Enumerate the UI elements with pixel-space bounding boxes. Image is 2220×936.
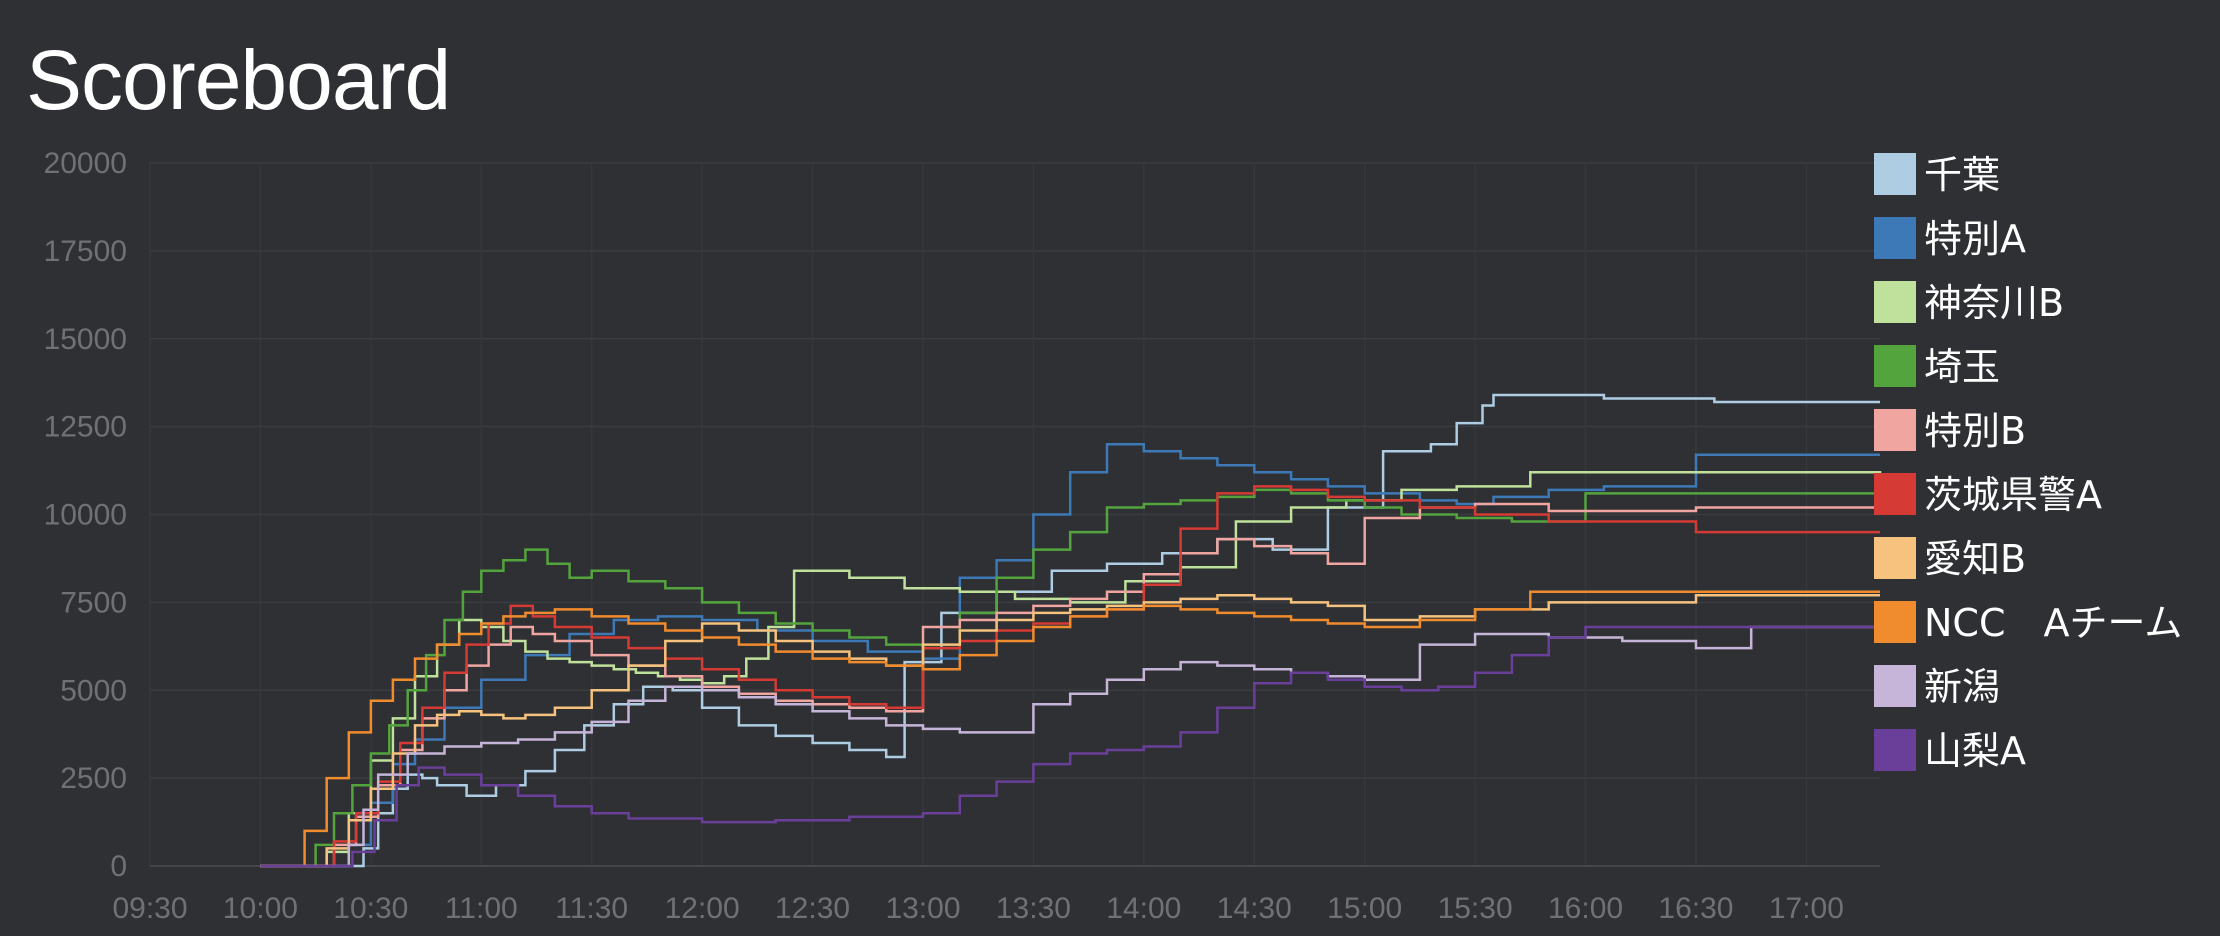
legend-label: 特別A xyxy=(1924,217,2026,261)
chart-axes: 0 2500 5000 7500 10000 12500 15000 17500 20000 09… xyxy=(44,147,1880,925)
x-tick-label: 10:30 xyxy=(333,892,408,925)
x-tick-label: 13:30 xyxy=(996,892,1071,925)
x-tick-label: 15:00 xyxy=(1327,892,1402,925)
series-line-10 xyxy=(260,625,1880,868)
legend-swatch xyxy=(1874,729,1916,771)
y-tick-label: 7500 xyxy=(60,586,127,619)
series-line-1 xyxy=(260,393,1880,868)
series-line-6 xyxy=(260,485,1880,868)
y-tick-label: 5000 xyxy=(60,674,127,707)
legend-swatch xyxy=(1874,537,1916,579)
legend-swatch xyxy=(1874,345,1916,387)
y-tick-label: 2500 xyxy=(60,762,127,795)
chart-grid xyxy=(149,162,1880,867)
legend-label: 埼玉 xyxy=(1924,345,2000,389)
series-line-4 xyxy=(260,488,1880,868)
legend-swatch xyxy=(1874,409,1916,451)
legend-label: 特別B xyxy=(1924,409,2026,453)
series-line-2 xyxy=(260,442,1880,868)
legend-swatch xyxy=(1874,665,1916,707)
y-tick-label: 12500 xyxy=(44,411,127,444)
x-tick-label: 12:00 xyxy=(665,892,740,925)
y-tick-label: 20000 xyxy=(44,147,127,180)
series-line-5 xyxy=(260,502,1880,868)
x-tick-label: 16:00 xyxy=(1548,892,1623,925)
x-tick-label: 17:00 xyxy=(1769,892,1844,925)
legend-label: 山梨A xyxy=(1924,729,2026,773)
page-title: Scoreboard xyxy=(26,33,451,127)
legend-label: 神奈川B xyxy=(1924,281,2064,325)
legend-swatch xyxy=(1874,601,1916,643)
y-tick-label: 17500 xyxy=(44,235,127,268)
x-tick-label: 14:00 xyxy=(1106,892,1181,925)
x-tick-label: 16:30 xyxy=(1658,892,1733,925)
legend-label: NCC Aチーム xyxy=(1924,601,2182,645)
x-tick-label: 11:30 xyxy=(555,892,628,925)
legend-swatch xyxy=(1874,473,1916,515)
x-tick-label: 12:30 xyxy=(775,892,850,925)
x-tick-label: 10:00 xyxy=(223,892,298,925)
legend-swatch xyxy=(1874,217,1916,259)
y-tick-label: 15000 xyxy=(44,323,127,356)
legend-swatch xyxy=(1874,281,1916,323)
series-line-9 xyxy=(260,625,1880,868)
series-line-8 xyxy=(260,590,1880,868)
x-tick-label: 14:30 xyxy=(1217,892,1292,925)
legend-swatch xyxy=(1874,153,1916,195)
x-tick-label: 09:30 xyxy=(112,892,187,925)
x-tick-label: 13:00 xyxy=(885,892,960,925)
y-tick-label: 10000 xyxy=(44,499,127,532)
chart-series xyxy=(260,393,1882,868)
y-tick-label: 0 xyxy=(110,850,127,883)
legend-label: 新潟 xyxy=(1924,665,2000,709)
legend-label: 茨城県警A xyxy=(1924,473,2102,517)
series-line-7 xyxy=(260,594,1880,868)
legend-label: 愛知B xyxy=(1924,537,2026,581)
x-tick-label: 15:30 xyxy=(1438,892,1513,925)
x-tick-label: 11:00 xyxy=(445,892,518,925)
legend-label: 千葉 xyxy=(1924,153,2000,197)
